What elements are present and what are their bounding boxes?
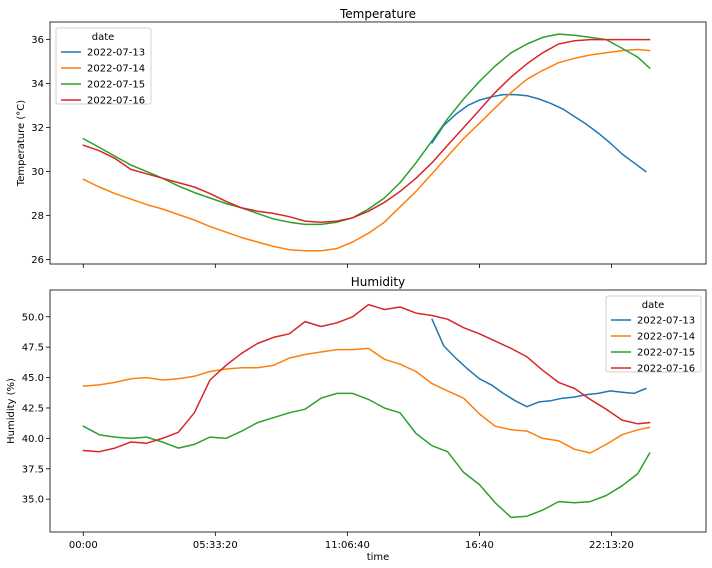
- series-line-2022-07-16: [82, 303, 651, 453]
- legend-frame: [605, 295, 702, 373]
- y-tick-label: 45.0: [22, 373, 44, 384]
- legend-entry-label: 2022-07-15: [637, 348, 695, 359]
- y-tick-label: 32: [31, 123, 44, 134]
- legend-entry-label: 2022-07-13: [87, 48, 145, 59]
- x-tick-label: 11:06:40: [325, 540, 370, 551]
- series-line-2022-07-16: [82, 38, 651, 223]
- y-tick-label: 34: [31, 79, 44, 90]
- y-tick-label: 37.5: [22, 464, 44, 475]
- legend-entry-label: 2022-07-16: [637, 364, 695, 375]
- temperature-title: Temperature: [339, 7, 416, 21]
- y-tick-label: 40.0: [22, 434, 44, 445]
- humidity-lines: [82, 303, 651, 519]
- x-tick-label: 22:13:20: [589, 540, 634, 551]
- series-line-2022-07-14: [82, 48, 651, 252]
- series-line-2022-07-13: [431, 93, 647, 173]
- y-tick-label: 30: [31, 167, 44, 178]
- y-tick-label: 35.0: [22, 495, 44, 506]
- humidity-y-label: Humidity (%): [6, 378, 17, 444]
- temperature-y-ticks: 26 28 30 32 34 36: [31, 35, 50, 266]
- legend-entry-label: 2022-07-15: [87, 80, 145, 91]
- temperature-panel: Temperature 26 28 30 32 34 36 Temperature (°C…: [16, 7, 707, 268]
- x-tick-label: 00:00: [69, 540, 98, 551]
- humidity-x-label: time: [367, 552, 390, 563]
- temperature-y-label: Temperature (°C): [16, 100, 27, 187]
- humidity-plot-area: [49, 289, 707, 533]
- series-line-2022-07-15: [82, 392, 651, 519]
- legend-title: date: [642, 300, 665, 311]
- humidity-title: Humidity: [351, 275, 405, 289]
- legend-entry-label: 2022-07-16: [87, 96, 145, 107]
- series-line-2022-07-15: [82, 33, 651, 226]
- y-tick-label: 42.5: [22, 403, 44, 414]
- y-tick-label: 47.5: [22, 343, 44, 354]
- temperature-plot-area: [49, 21, 707, 265]
- temperature-x-ticks: [82, 264, 612, 268]
- legend-entry-label: 2022-07-14: [87, 64, 145, 75]
- y-tick-label: 26: [31, 255, 44, 266]
- legend-frame: [55, 27, 152, 105]
- y-tick-label: 50.0: [22, 312, 44, 323]
- humidity-x-ticks: 00:00 05:33:20 11:06:40 16:40 22:13:20: [69, 532, 634, 551]
- humidity-y-ticks: 35.0 37.5 40.0 42.5 45.0 47.5 50.0: [22, 312, 50, 506]
- series-line-2022-07-13: [431, 318, 647, 408]
- legend-title: date: [92, 32, 115, 43]
- legend-entry-label: 2022-07-13: [637, 316, 695, 327]
- humidity-legend: date 2022-07-13 2022-07-14 2022-07-15 2022-…: [605, 295, 702, 375]
- temperature-lines: [82, 33, 651, 252]
- humidity-panel: Humidity 35.0 37.5 40.0 42.5 45.0 47.5 50.0 00…: [6, 275, 707, 563]
- series-line-2022-07-14: [82, 347, 651, 454]
- y-tick-label: 28: [31, 211, 44, 222]
- x-tick-label: 16:40: [465, 540, 494, 551]
- y-tick-label: 36: [31, 35, 44, 46]
- legend-entry-label: 2022-07-14: [637, 332, 695, 343]
- x-tick-label: 05:33:20: [193, 540, 238, 551]
- temperature-legend: date 2022-07-13 2022-07-14 2022-07-15 2022-…: [55, 27, 152, 107]
